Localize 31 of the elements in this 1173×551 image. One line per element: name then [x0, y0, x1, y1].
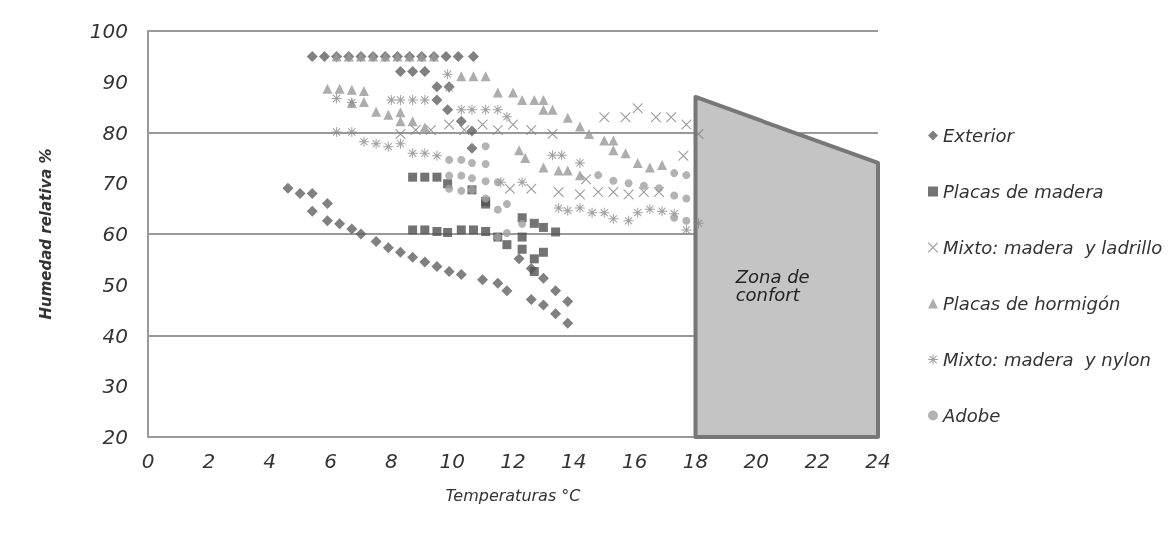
x-tick-label: 22 [804, 449, 830, 473]
x-tick-label: 24 [865, 449, 891, 473]
x-tick-label: 8 [384, 449, 398, 473]
legend-label: Mixto: madera y nylon [943, 349, 1151, 370]
y-tick-label: 90 [102, 69, 128, 94]
x-tick-label: 14 [561, 449, 587, 473]
annotation: Zona de confort [734, 265, 816, 305]
x-tick-label: 6 [324, 449, 337, 473]
x-tick-label: 2 [202, 449, 216, 473]
legend-label: Exterior [943, 125, 1016, 146]
legend-label: Placas de hormigón [943, 293, 1121, 314]
x-tick-label: 10 [439, 449, 465, 473]
x-tick-label: 18 [682, 449, 709, 473]
y-tick-label: 70 [102, 171, 128, 196]
x-tick-label: 12 [500, 449, 526, 473]
legend-label: Mixto: madera y ladrillo [943, 237, 1163, 258]
y-tick-label: 60 [102, 222, 128, 246]
y-tick-label: 30 [102, 374, 128, 399]
x-tick-label: 20 [743, 449, 770, 473]
y-tick-label: 40 [102, 323, 128, 348]
y-tick-label: 100 [89, 19, 128, 43]
legend-label: Adobe [942, 405, 1001, 426]
y-tick-label: 80 [102, 120, 128, 145]
legend-label: Placas de madera [943, 181, 1104, 202]
x-tick-label: 16 [621, 449, 648, 473]
x-tick-label: 4 [263, 449, 277, 473]
y-tick-label: 50 [102, 272, 128, 297]
x-tick-label: 0 [141, 449, 155, 473]
x-axis-title: Temperaturas °C [445, 485, 582, 505]
y-axis-title: Humedad relativa % [36, 148, 55, 320]
y-tick-label: 20 [102, 425, 128, 449]
